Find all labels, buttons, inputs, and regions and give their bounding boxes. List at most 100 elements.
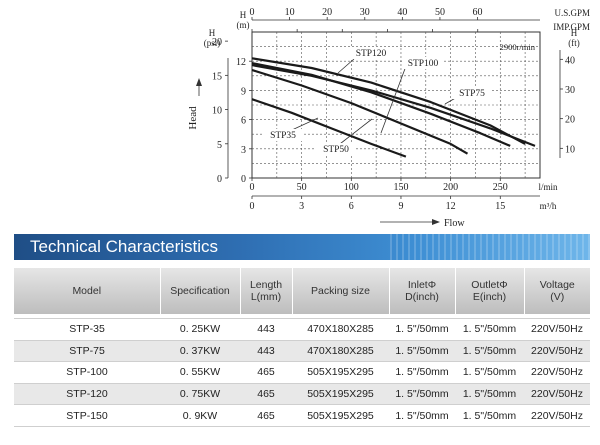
column-header: Model [14, 268, 161, 314]
table-cell: 1. 5"/50mm [455, 339, 524, 362]
table-body: STP-35 0. 25KW 443 470X180X285 1. 5"/50mm 1. … [14, 314, 590, 427]
h-m-tick-label: 0 [241, 174, 246, 185]
table-cell: 0. 37KW [160, 339, 240, 362]
flow-arrow-head [432, 219, 440, 225]
curve-leader [337, 58, 355, 74]
us-gpm-tick-label: 50 [435, 7, 445, 18]
column-header: Voltage (V) [524, 268, 590, 314]
us-gpm-tick-label: 10 [285, 7, 295, 18]
column-header: Packing size [292, 268, 390, 314]
us-gpm-tick-label: 60 [473, 7, 483, 18]
table-row: STP-150 0. 9KW 465 505X195X295 1. 5"/50mm 1. … [14, 404, 590, 427]
m3h-label: m³/h [540, 201, 557, 211]
h-ft-label: H [571, 28, 578, 38]
section-banner: Technical Characteristics [14, 234, 590, 260]
us-gpm-tick-label: 20 [322, 7, 332, 18]
l-min-tick-label: 100 [344, 182, 359, 193]
table-cell: 443 [240, 318, 292, 341]
table-cell: 220V/50Hz [524, 318, 590, 341]
us-gpm-label: U.S.GPM [554, 8, 590, 18]
l-min-tick-label: 150 [393, 182, 408, 193]
l-min-label: l/min [538, 182, 558, 192]
banner-stripes [390, 234, 590, 260]
chart-curves [251, 57, 536, 158]
imp-gpm-label: IMP.GPM [553, 22, 590, 32]
curve-label-bg [263, 129, 303, 141]
chart-grid [251, 31, 541, 179]
table-cell: STP-35 [14, 318, 160, 341]
us-gpm-tick-label: 30 [360, 7, 370, 18]
l-min-tick-label: 200 [443, 182, 458, 193]
chart-labels: STP35 STP50 STP75 STP100 STP120 [263, 47, 492, 155]
h-m-tick-label: 12 [236, 57, 246, 68]
m3h-tick-label: 12 [446, 201, 456, 212]
curve-label: STP100 [408, 59, 439, 69]
m3h-tick-label: 6 [349, 201, 354, 212]
curve-leader [380, 65, 407, 134]
us-gpm-tick-label: 40 [397, 7, 407, 18]
ft-tick-label: 10 [565, 144, 575, 155]
curve-label: STP120 [356, 49, 387, 59]
curve-stp35 [251, 98, 407, 158]
psi-tick-label: 0 [217, 174, 222, 185]
table-row: STP-100 0. 55KW 465 505X195X295 1. 5"/50mm 1.… [14, 361, 590, 384]
m3h-tick-label: 3 [299, 201, 304, 212]
section-title: Technical Characteristics [30, 237, 219, 256]
table-cell: 465 [240, 361, 292, 384]
ft-tick-label: 30 [565, 85, 575, 96]
column-header: Length L(mm) [240, 268, 293, 314]
table-cell: 1. 5"/50mm [389, 318, 455, 341]
curve-label-bg [316, 143, 356, 155]
column-header: Specification [160, 268, 241, 314]
table-cell: 505X195X295 [292, 404, 389, 427]
h-m-tick-label: 9 [241, 86, 246, 97]
table-cell: STP-75 [14, 339, 160, 362]
table-cell: 0. 75KW [160, 382, 240, 405]
table-cell: 1. 5"/50mm [455, 404, 524, 427]
l-min-tick-label: 50 [297, 182, 307, 193]
spec-table-wrap: Model Specification Length L(mm) Packing si… [14, 268, 590, 427]
curve-label: STP35 [270, 131, 296, 141]
table-cell: STP-120 [14, 382, 160, 405]
table-cell: 1. 5"/50mm [455, 318, 524, 341]
psi-tick-label: 10 [212, 106, 222, 117]
x-axis-label: Flow [444, 218, 465, 229]
table-cell: 465 [240, 382, 292, 405]
table-cell: 1. 5"/50mm [389, 382, 455, 405]
table-cell: 1. 5"/50mm [455, 382, 524, 405]
curve-leader [335, 118, 373, 148]
curve-label-bg [403, 57, 443, 69]
psi-tick-label: 20 [212, 37, 222, 48]
table-cell: 220V/50Hz [524, 361, 590, 384]
table-cell: 220V/50Hz [524, 404, 590, 427]
table-cell: 0. 55KW [160, 361, 240, 384]
curve-stp100 [251, 62, 511, 147]
table-cell: 443 [240, 339, 292, 362]
table-cell: STP-150 [14, 404, 160, 427]
table-cell: 0. 9KW [160, 404, 240, 427]
h-psi-label: H [209, 28, 216, 38]
table-row: STP-75 0. 37KW 443 470X180X285 1. 5"/50mm 1. … [14, 339, 590, 362]
ft-tick-label: 20 [565, 115, 575, 126]
us-gpm-tick-label: 0 [250, 7, 255, 18]
table-cell: 1. 5"/50mm [389, 404, 455, 427]
table-cell: 505X195X295 [292, 382, 389, 405]
m3h-tick-label: 15 [495, 201, 505, 212]
curve-label-bg [452, 87, 492, 99]
column-header: OutletΦ E(inch) [455, 268, 525, 314]
table-cell: 220V/50Hz [524, 382, 590, 405]
h-m-tick-label: 3 [241, 145, 246, 156]
curve-label: STP50 [323, 145, 349, 155]
table-cell: 0. 25KW [160, 318, 240, 341]
h-m-tick-label: 6 [241, 116, 246, 127]
ft-tick-label: 40 [565, 55, 575, 66]
head-arrow-head [196, 78, 202, 86]
l-min-tick-label: 250 [493, 182, 508, 193]
curve-stp50 [251, 68, 469, 155]
table-cell: 505X195X295 [292, 361, 389, 384]
table-header-row: Model Specification Length L(mm) Packing si… [14, 268, 590, 314]
speed-label: 2900r/min [500, 42, 536, 52]
table-cell: 470X180X285 [292, 339, 389, 362]
